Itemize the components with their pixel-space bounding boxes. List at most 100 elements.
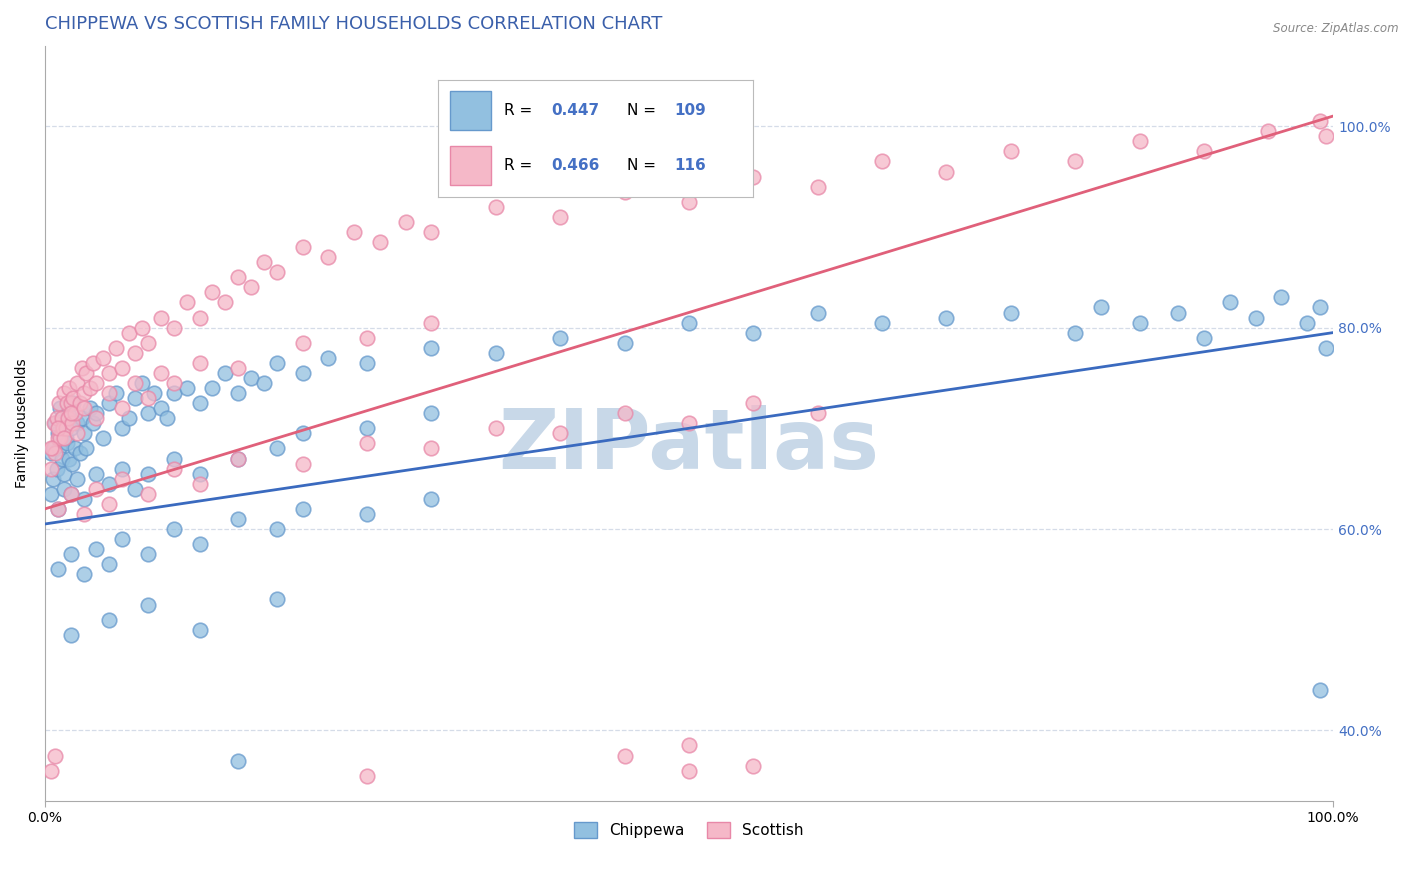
Point xyxy=(69,396,91,410)
Point xyxy=(1192,331,1215,345)
Point xyxy=(163,451,186,466)
Point xyxy=(935,164,957,178)
Point xyxy=(51,411,73,425)
Point xyxy=(176,381,198,395)
Point xyxy=(66,472,89,486)
Point xyxy=(86,467,108,481)
Point xyxy=(214,295,236,310)
Point xyxy=(291,335,314,350)
Point xyxy=(98,396,121,410)
Point xyxy=(1309,301,1331,315)
Point xyxy=(41,446,63,460)
Point xyxy=(44,748,66,763)
Point xyxy=(98,497,121,511)
Point xyxy=(266,592,288,607)
Point xyxy=(62,396,84,410)
Point xyxy=(111,532,134,546)
Point xyxy=(420,406,443,420)
Point xyxy=(253,376,276,390)
Point xyxy=(131,376,153,390)
Point xyxy=(82,356,104,370)
Point xyxy=(51,451,73,466)
Point xyxy=(79,381,101,395)
Point xyxy=(66,426,89,441)
Point xyxy=(742,326,765,340)
Point xyxy=(41,764,63,778)
Point xyxy=(156,411,179,425)
Point xyxy=(201,381,224,395)
Point xyxy=(56,436,79,450)
Point xyxy=(266,442,288,456)
Point xyxy=(111,421,134,435)
Point xyxy=(807,406,830,420)
Point xyxy=(291,501,314,516)
Point xyxy=(72,360,94,375)
Point xyxy=(226,512,249,526)
Point xyxy=(678,194,700,209)
Point xyxy=(72,426,94,441)
Point xyxy=(98,386,121,401)
Point xyxy=(163,461,186,475)
Point xyxy=(46,426,69,441)
Point xyxy=(356,356,378,370)
Point xyxy=(1219,295,1241,310)
Point xyxy=(72,401,94,416)
Point xyxy=(60,417,83,431)
Point xyxy=(86,376,108,390)
Point xyxy=(42,417,65,431)
Point xyxy=(613,185,636,199)
Point xyxy=(46,501,69,516)
Point xyxy=(316,351,339,365)
Point xyxy=(742,758,765,772)
Point xyxy=(44,417,66,431)
Point xyxy=(56,411,79,425)
Point xyxy=(59,396,82,410)
Point xyxy=(98,476,121,491)
Point xyxy=(56,406,79,420)
Point xyxy=(226,270,249,285)
Point xyxy=(188,396,211,410)
Point xyxy=(149,366,172,380)
Point xyxy=(226,360,249,375)
Point xyxy=(291,366,314,380)
Point xyxy=(1129,134,1152,148)
Point xyxy=(163,376,186,390)
Point xyxy=(72,567,94,582)
Point xyxy=(124,346,146,360)
Point xyxy=(548,210,571,224)
Point xyxy=(63,442,86,456)
Point xyxy=(188,310,211,325)
Point xyxy=(58,451,80,466)
Point xyxy=(56,396,79,410)
Point xyxy=(356,421,378,435)
Point xyxy=(42,442,65,456)
Point xyxy=(98,558,121,572)
Point xyxy=(1257,124,1279,138)
Point xyxy=(86,542,108,557)
Point xyxy=(420,442,443,456)
Point xyxy=(266,522,288,536)
Point xyxy=(72,491,94,506)
Point xyxy=(59,406,82,420)
Point xyxy=(75,442,97,456)
Point xyxy=(356,507,378,521)
Point xyxy=(45,461,67,475)
Point xyxy=(72,507,94,521)
Point xyxy=(59,547,82,561)
Point xyxy=(59,628,82,642)
Point xyxy=(136,467,159,481)
Point xyxy=(1309,683,1331,698)
Point xyxy=(111,401,134,416)
Point xyxy=(485,200,508,214)
Point xyxy=(253,255,276,269)
Text: CHIPPEWA VS SCOTTISH FAMILY HOUSEHOLDS CORRELATION CHART: CHIPPEWA VS SCOTTISH FAMILY HOUSEHOLDS C… xyxy=(45,15,662,33)
Point xyxy=(420,316,443,330)
Point xyxy=(226,451,249,466)
Point xyxy=(59,421,82,435)
Point xyxy=(111,472,134,486)
Point xyxy=(58,381,80,395)
Point xyxy=(1315,341,1337,355)
Point xyxy=(870,154,893,169)
Point xyxy=(188,623,211,637)
Point xyxy=(52,421,75,435)
